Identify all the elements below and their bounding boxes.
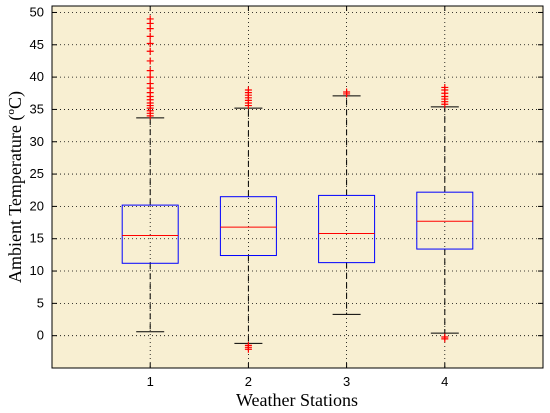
y-tick-label: 20: [30, 198, 44, 213]
iqr-box: [318, 194, 376, 264]
box-station-4: [416, 83, 474, 343]
x-tick-label: 2: [245, 374, 252, 389]
x-axis-title: Weather Stations: [236, 390, 358, 410]
x-tick-label: 4: [441, 374, 448, 389]
outlier-point: [146, 47, 154, 55]
y-tick-label: 40: [30, 69, 44, 84]
box-station-2: [219, 86, 277, 353]
boxes-group: [121, 15, 474, 353]
outlier-point: [244, 86, 252, 94]
y-tick-label: 45: [30, 37, 44, 52]
iqr-box: [416, 191, 474, 250]
outlier-point: [441, 83, 449, 91]
plot-frame: [51, 5, 544, 369]
y-tick-label: 35: [30, 101, 44, 116]
outlier-point: [441, 335, 449, 343]
plot-background: [52, 6, 543, 368]
y-tick-label: 5: [37, 295, 44, 310]
y-tick-label: 15: [30, 231, 44, 246]
x-axis-ticks: 1 2 3 4: [147, 6, 448, 389]
x-tick-label: 1: [147, 374, 154, 389]
outlier-point: [146, 39, 154, 47]
iqr-box: [121, 204, 179, 264]
y-tick-label: 0: [37, 328, 44, 343]
outlier-point: [146, 57, 154, 65]
outlier-point: [244, 345, 252, 353]
iqr-box: [219, 196, 277, 257]
y-axis-ticks: 0 5 10 15 20 25 30 35 40 45 50: [30, 4, 543, 343]
y-tick-label: 50: [30, 4, 44, 19]
box-station-1: [121, 15, 179, 333]
y-axis-title: Ambient Temperature (ºC): [5, 91, 26, 283]
y-tick-label: 25: [30, 166, 44, 181]
y-tick-label: 30: [30, 134, 44, 149]
outlier-point: [146, 32, 154, 40]
outlier-point: [146, 67, 154, 75]
outlier-point: [343, 88, 351, 96]
outlier-point: [146, 80, 154, 88]
outlier-point: [146, 15, 154, 23]
outlier-point: [146, 73, 154, 81]
box-station-3: [318, 88, 376, 315]
y-tick-label: 10: [30, 263, 44, 278]
x-tick-label: 3: [343, 374, 350, 389]
